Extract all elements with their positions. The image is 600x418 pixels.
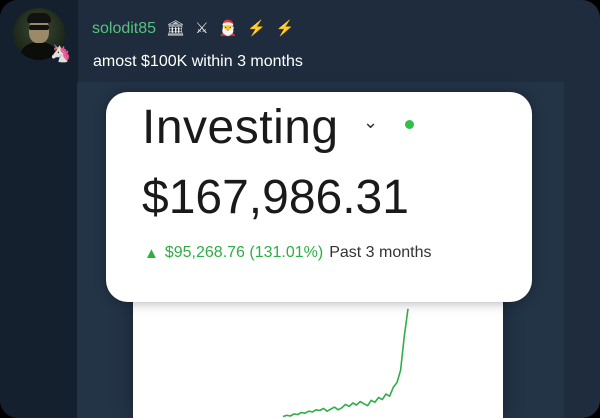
series-line xyxy=(282,308,409,418)
page-title: Investing xyxy=(142,101,339,154)
portfolio-balance: $167,986.31 xyxy=(142,171,409,224)
message-header: solodit85 🏛 ⚔ 🎅 ⚡ ⚡ xyxy=(92,16,295,42)
bank-icon: 🏛 xyxy=(166,20,186,37)
gain-row: ▲ $95,268.76 (131.01%) Past 3 months xyxy=(144,244,431,262)
live-status-dot xyxy=(405,120,414,129)
lightning-icon: ⚡ xyxy=(247,20,266,37)
lightning-icon: ⚡ xyxy=(275,20,295,37)
investing-summary-card: Investing ⌄ $167,986.31 ▲ $95,268.76 (13… xyxy=(106,92,532,302)
crossed-swords-icon: ⚔ xyxy=(195,20,209,37)
up-arrow-icon: ▲ xyxy=(144,244,159,262)
avatar[interactable] xyxy=(13,8,65,60)
message-text: amost $100K within 3 months xyxy=(93,53,303,70)
message-gutter xyxy=(0,0,78,418)
gain-period: Past 3 months xyxy=(329,244,432,261)
unicorn-icon: 🦄 xyxy=(50,44,72,63)
username[interactable]: solodit85 xyxy=(92,20,157,37)
santa-icon: 🎅 xyxy=(218,20,238,37)
gain-amount: $95,268.76 (131.01%) xyxy=(164,244,324,261)
chart-svg xyxy=(282,308,409,418)
chevron-down-icon: ⌄ xyxy=(363,112,379,132)
